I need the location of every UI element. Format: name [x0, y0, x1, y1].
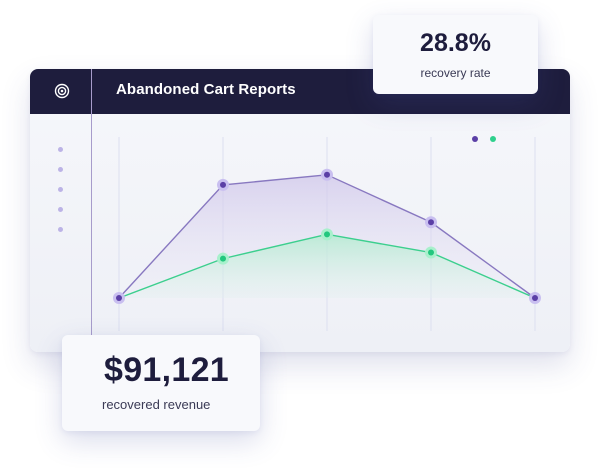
legend-dot-series-1 — [472, 136, 478, 142]
recovery-rate-value: 28.8% — [420, 29, 491, 57]
recovery-rate-card: 28.8% recovery rate — [373, 15, 538, 94]
sidebar-item-2[interactable] — [58, 167, 63, 172]
sidebar-item-4[interactable] — [58, 207, 63, 212]
recovered-revenue-label: recovered revenue — [102, 397, 211, 412]
sidebar-divider — [91, 69, 92, 352]
recovered-revenue-card: $91,121 recovered revenue — [62, 335, 260, 431]
series-1-point-3 — [324, 171, 330, 178]
series-1-point-5 — [532, 295, 538, 301]
sidebar-item-1[interactable] — [58, 147, 63, 152]
series-2-area — [119, 234, 535, 298]
legend-dot-series-2 — [490, 136, 496, 142]
series-2-point-4 — [428, 249, 434, 256]
recovery-rate-label: recovery rate — [420, 66, 491, 80]
series-1-point-1 — [116, 295, 122, 301]
sidebar-item-5[interactable] — [58, 227, 63, 232]
series-2-point-3 — [324, 231, 330, 238]
series-2-point-2 — [220, 255, 226, 262]
series-1-point-2 — [220, 181, 226, 188]
report-window: Abandoned Cart Reports — [30, 69, 570, 352]
line-chart — [113, 137, 541, 331]
target-icon — [54, 83, 70, 99]
series-1-point-4 — [428, 219, 434, 226]
sidebar-item-3[interactable] — [58, 187, 63, 192]
page-title: Abandoned Cart Reports — [116, 81, 296, 98]
recovered-revenue-value: $91,121 — [104, 351, 230, 389]
